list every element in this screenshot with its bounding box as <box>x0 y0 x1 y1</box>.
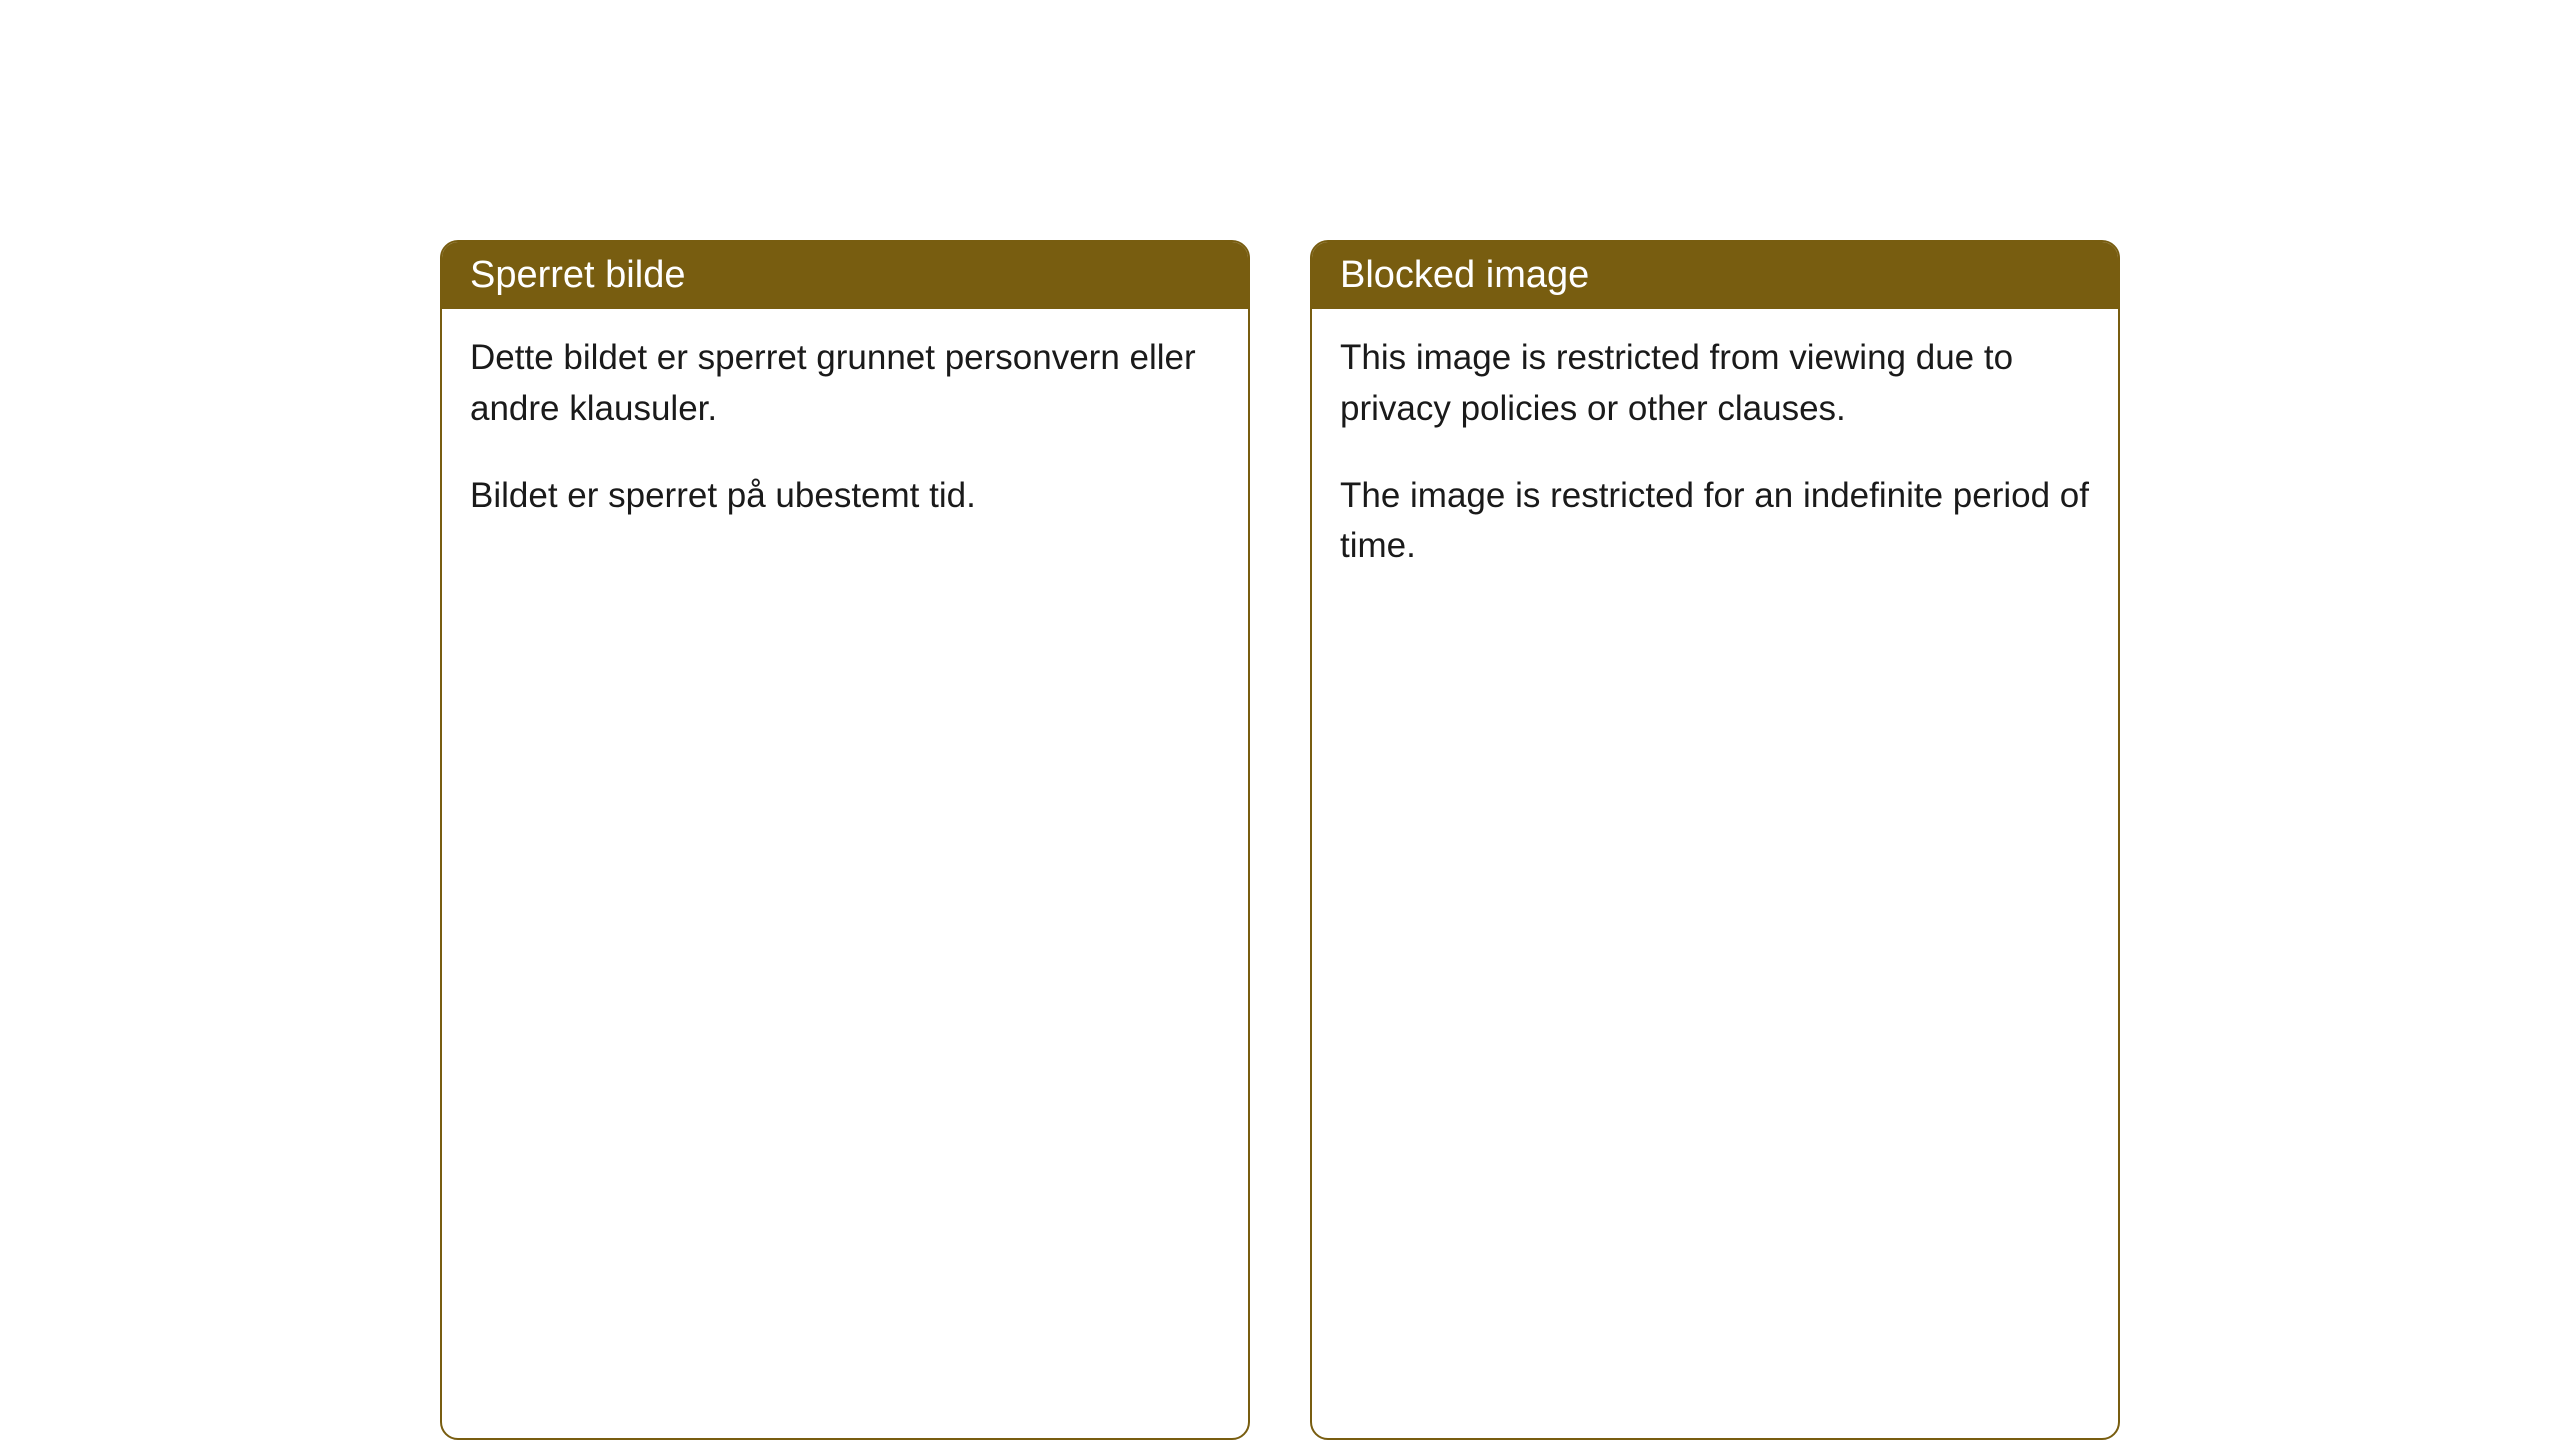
notice-paragraph-1-norwegian: Dette bildet er sperret grunnet personve… <box>470 333 1220 435</box>
notice-container: Sperret bilde Dette bildet er sperret gr… <box>440 240 2120 1440</box>
notice-title-norwegian: Sperret bilde <box>470 254 685 296</box>
notice-title-english: Blocked image <box>1340 254 1589 296</box>
notice-card-norwegian: Sperret bilde Dette bildet er sperret gr… <box>440 240 1250 1440</box>
notice-paragraph-2-norwegian: Bildet er sperret på ubestemt tid. <box>470 471 1220 522</box>
notice-paragraph-2-english: The image is restricted for an indefinit… <box>1340 471 2090 573</box>
notice-header-english: Blocked image <box>1312 242 2118 309</box>
notice-card-english: Blocked image This image is restricted f… <box>1310 240 2120 1440</box>
notice-header-norwegian: Sperret bilde <box>442 242 1248 309</box>
notice-body-english: This image is restricted from viewing du… <box>1312 309 2118 620</box>
notice-body-norwegian: Dette bildet er sperret grunnet personve… <box>442 309 1248 569</box>
notice-paragraph-1-english: This image is restricted from viewing du… <box>1340 333 2090 435</box>
